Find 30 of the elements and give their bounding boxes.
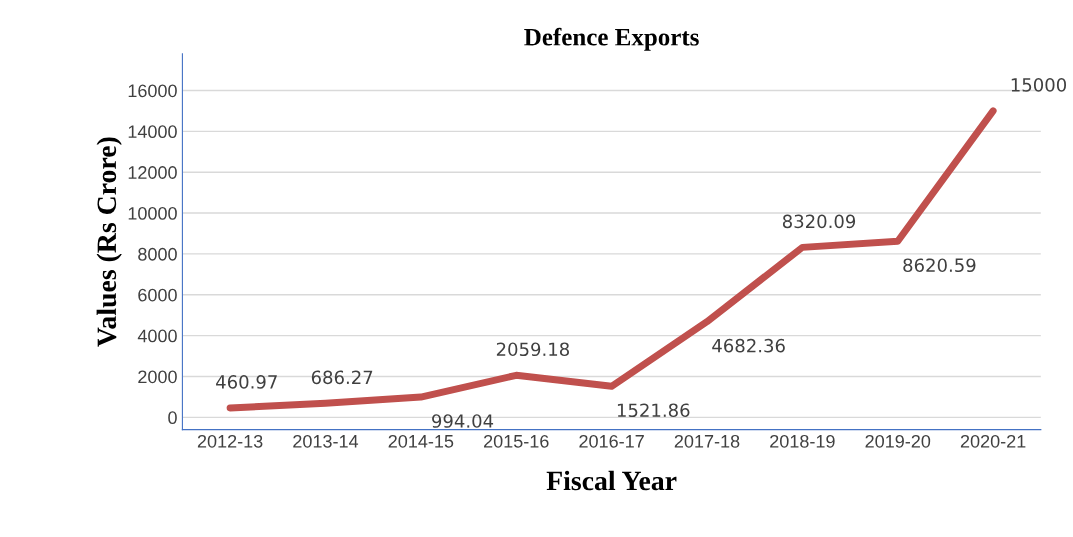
data-label: 686.27 <box>311 370 373 385</box>
data-label: 994.04 <box>432 414 494 428</box>
x-tick-label: 2012-13 <box>197 434 263 448</box>
y-tick-label: 10000 <box>128 206 177 220</box>
y-tick-label: 14000 <box>128 125 177 139</box>
y-tick-label: 6000 <box>138 288 177 302</box>
x-tick-label: 2016-17 <box>579 434 644 448</box>
data-label: 4682.36 <box>712 338 785 353</box>
y-tick-label: 2000 <box>138 370 177 384</box>
x-tick-label: 2019-20 <box>865 434 931 448</box>
y-axis-title: Values (Rs Crore) <box>96 137 122 347</box>
y-tick-label: 8000 <box>138 247 177 261</box>
y-tick-label: 0 <box>168 411 177 425</box>
x-tick-label: 2014-15 <box>388 434 454 448</box>
data-label: 460.97 <box>216 375 277 389</box>
x-tick-label: 2017-18 <box>674 434 740 448</box>
data-label: 1521.86 <box>617 403 690 418</box>
data-label: 15000 <box>1011 78 1067 92</box>
y-tick-label: 16000 <box>128 84 177 98</box>
x-tick-label: 2020-21 <box>960 434 1026 448</box>
y-tick-label: 12000 <box>128 166 177 179</box>
chart-title: Defence Exports <box>524 27 699 51</box>
y-tick-label: 4000 <box>137 329 177 343</box>
x-tick-label: 2015-16 <box>484 434 549 448</box>
x-tick-label: 2013-14 <box>293 434 359 448</box>
x-tick-label: 2018-19 <box>770 434 835 448</box>
x-axis-title: Fiscal Year <box>546 470 677 491</box>
data-label: 8320.09 <box>782 214 856 229</box>
data-label: 2059.18 <box>496 342 569 357</box>
data-label: 8620.59 <box>903 258 976 273</box>
